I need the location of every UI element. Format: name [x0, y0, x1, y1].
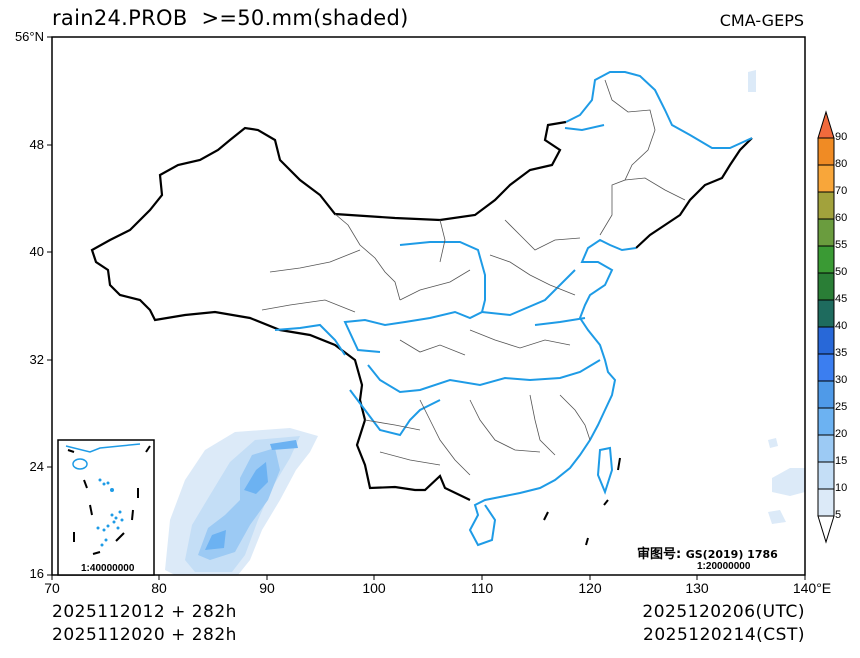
x-tick-120: 120	[578, 580, 602, 596]
valid-time-cst: 2025120214(CST)	[643, 625, 805, 645]
colorbar-label: 35	[835, 347, 848, 359]
colorbar	[817, 110, 835, 544]
colorbar-label: 70	[835, 185, 848, 197]
colorbar-label: 50	[835, 266, 848, 278]
colorbar-label: 60	[835, 212, 848, 224]
colorbar-label: 40	[835, 320, 848, 332]
model-source-label: CMA-GEPS	[719, 11, 804, 30]
y-tick-24: 24	[29, 459, 44, 474]
chart-title: rain24.PROB >=50.mm(shaded)	[52, 6, 409, 30]
colorbar-label: 10	[835, 482, 848, 494]
colorbar-label: 80	[835, 158, 848, 170]
review-label: 审图号:	[637, 547, 682, 562]
init-time-cst: 2025112020 + 282h	[52, 625, 237, 645]
colorbar-label: 30	[835, 374, 848, 386]
colorbar-label: 45	[835, 293, 848, 305]
y-tick-40: 40	[29, 244, 44, 259]
precip-shading-bengal	[165, 70, 805, 575]
x-tick-110: 110	[470, 580, 494, 596]
y-tick-56: 56°N	[14, 29, 44, 44]
x-tick-90: 90	[259, 580, 275, 596]
national-border	[90, 120, 567, 501]
national-border-ne	[635, 137, 753, 249]
x-tick-100: 100	[362, 580, 386, 596]
axis-ticks	[47, 36, 806, 580]
review-code: GS(2019) 1786	[685, 548, 778, 561]
colorbar-label: 5	[835, 509, 842, 521]
x-tick-70: 70	[44, 580, 60, 596]
south-china-sea-inset	[57, 439, 155, 576]
y-tick-48: 48	[29, 137, 44, 152]
colorbar-label: 55	[835, 239, 848, 251]
plot-frame	[51, 36, 806, 576]
map-review-number: 审图号: GS(2019) 1786	[637, 543, 778, 562]
colorbar-label: 25	[835, 401, 848, 413]
y-tick-16: 16	[29, 566, 44, 581]
colorbar-label: 15	[835, 455, 848, 467]
maritime-boundary-dashes	[543, 457, 621, 546]
x-tick-80: 80	[151, 580, 167, 596]
init-time-utc: 2025112012 + 282h	[52, 602, 237, 622]
x-tick-140: 140°E	[792, 580, 832, 596]
inset-map-scale: 1:40000000	[81, 563, 135, 574]
coastline-and-rivers	[274, 71, 753, 547]
colorbar-label: 20	[835, 428, 848, 440]
colorbar-label: 90	[835, 131, 848, 143]
province-boundaries	[261, 79, 686, 476]
y-tick-32: 32	[29, 352, 44, 367]
x-tick-130: 130	[685, 580, 709, 596]
valid-time-utc: 2025120206(UTC)	[642, 602, 805, 622]
main-map-scale: 1:20000000	[697, 561, 751, 572]
